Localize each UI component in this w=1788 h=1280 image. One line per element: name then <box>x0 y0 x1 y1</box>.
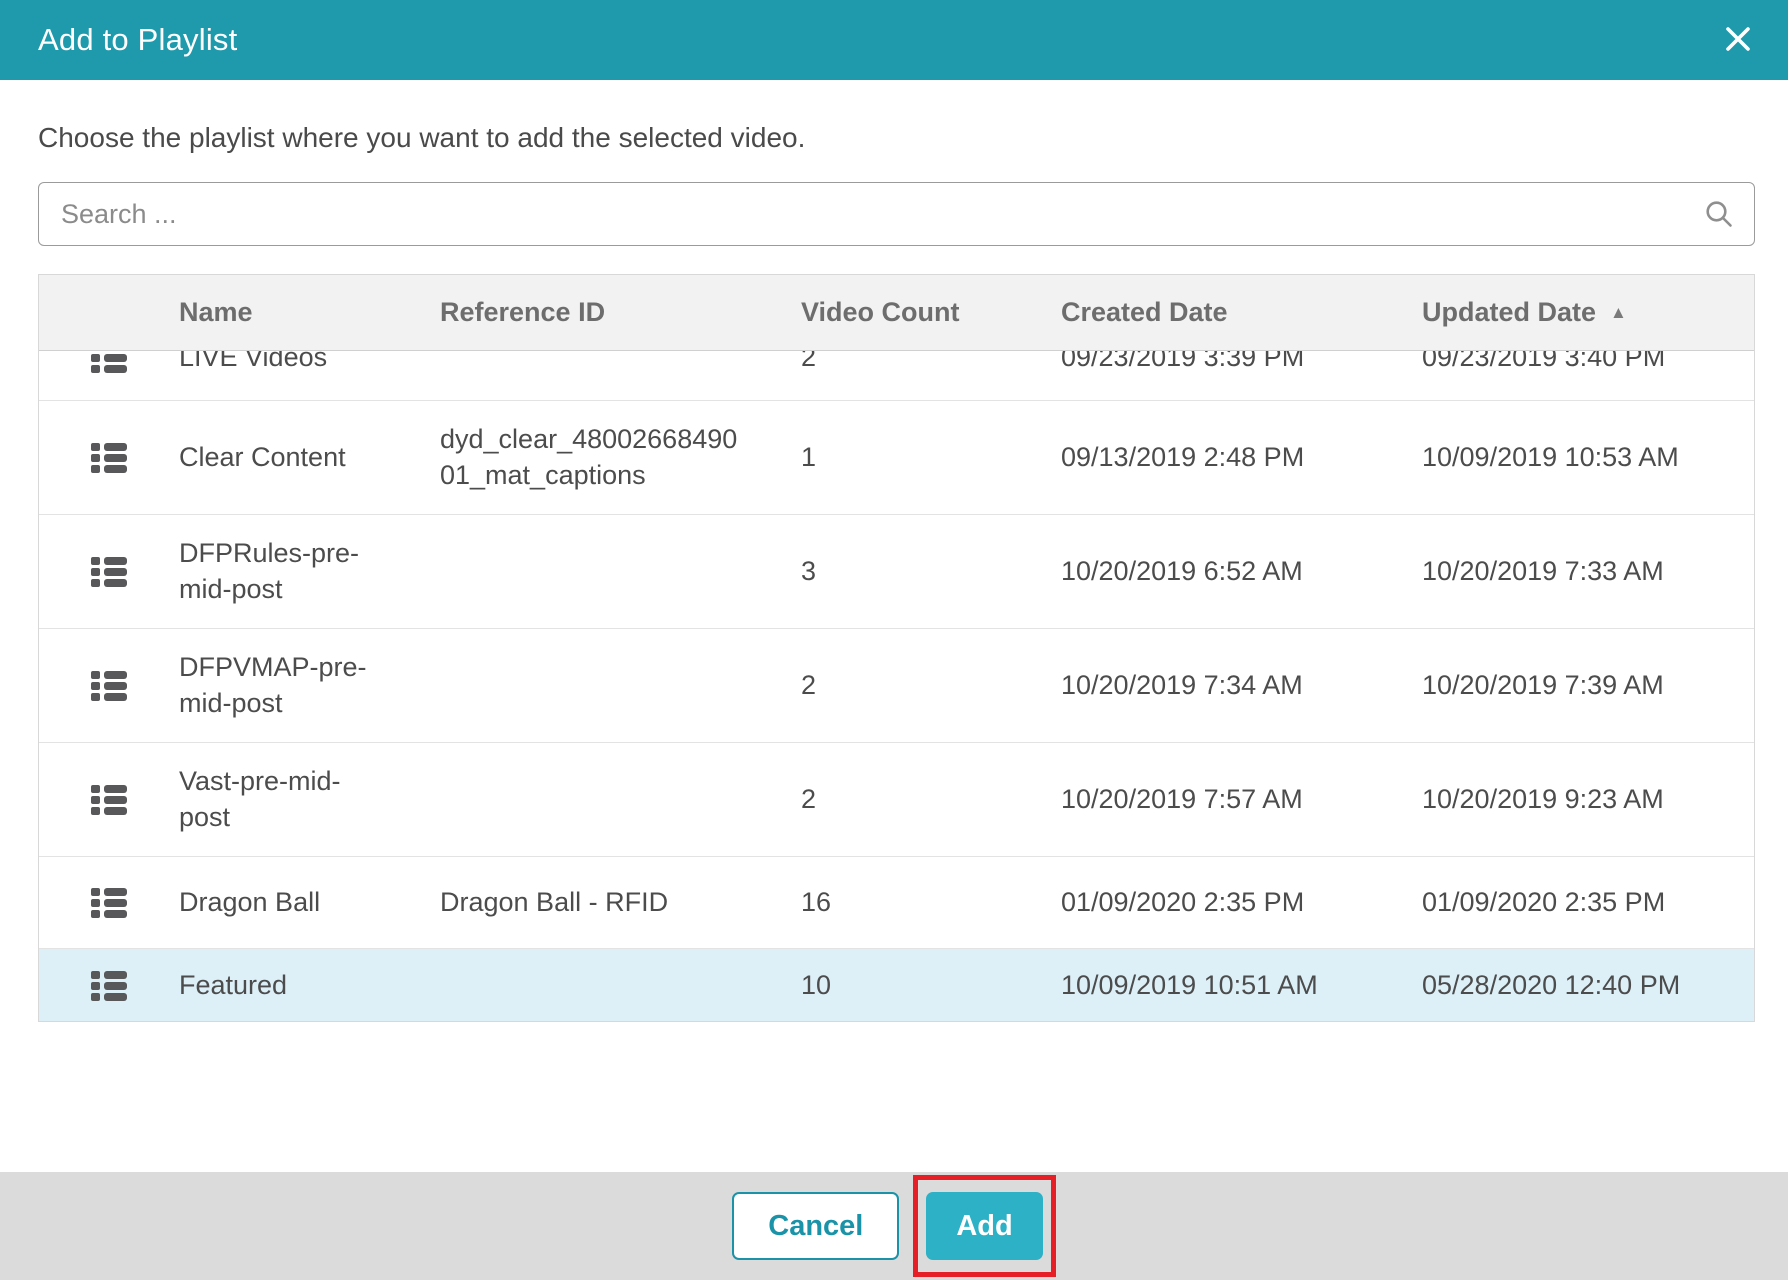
playlist-icon <box>91 970 127 1001</box>
playlist-video-count: 2 <box>801 669 817 700</box>
playlist-icon <box>91 670 127 701</box>
close-icon <box>1722 23 1754 58</box>
playlist-updated-date: 01/09/2020 2:35 PM <box>1422 886 1666 917</box>
playlist-name: DFPVMAP-pre-mid-post <box>179 651 367 718</box>
playlist-updated-date: 10/20/2019 9:23 AM <box>1422 783 1664 814</box>
playlist-name: LIVE Videos <box>179 351 328 372</box>
playlist-reference-id <box>440 554 801 590</box>
playlist-video-count: 1 <box>801 441 817 472</box>
close-button[interactable] <box>1718 19 1758 62</box>
row-icon-cell <box>39 670 179 701</box>
playlist-reference-id <box>440 668 801 704</box>
playlist-table: Name Reference ID Video Count Created Da… <box>38 274 1755 1022</box>
playlist-updated-date: 09/23/2019 3:40 PM <box>1422 351 1666 372</box>
table-row[interactable]: LIVE Videos 2 09/23/2019 3:39 PM 09/23/2… <box>39 351 1754 401</box>
playlist-video-count: 16 <box>801 886 832 917</box>
row-icon-cell <box>39 784 179 815</box>
row-icon-cell <box>39 351 179 373</box>
playlist-name: DFPRules-pre-mid-post <box>179 537 360 604</box>
playlist-created-date: 10/20/2019 7:34 AM <box>1061 669 1303 700</box>
cancel-button[interactable]: Cancel <box>732 1192 900 1260</box>
row-icon-cell <box>39 887 179 918</box>
playlist-updated-date: 05/28/2020 12:40 PM <box>1422 969 1681 1000</box>
playlist-created-date: 01/09/2020 2:35 PM <box>1061 886 1305 917</box>
row-icon-cell <box>39 556 179 587</box>
playlist-reference-id <box>440 782 801 818</box>
playlist-created-date: 10/20/2019 7:57 AM <box>1061 783 1303 814</box>
table-row[interactable]: Clear Content dyd_clear_4800266849001_ma… <box>39 401 1754 515</box>
playlist-created-date: 10/20/2019 6:52 AM <box>1061 555 1303 586</box>
playlist-name: Clear Content <box>179 441 346 472</box>
modal-titlebar: Add to Playlist <box>0 0 1788 80</box>
column-header-reference-id[interactable]: Reference ID <box>440 297 606 327</box>
playlist-name: Featured <box>179 969 288 1000</box>
playlist-icon <box>91 442 127 473</box>
playlist-reference-id <box>440 968 801 1004</box>
column-header-video-count[interactable]: Video Count <box>801 297 960 327</box>
table-header: Name Reference ID Video Count Created Da… <box>39 275 1754 351</box>
search-box <box>38 182 1755 246</box>
modal-footer: Cancel Add <box>0 1172 1788 1280</box>
add-button[interactable]: Add <box>926 1192 1043 1260</box>
playlist-icon <box>91 784 127 815</box>
column-header-updated-date[interactable]: Updated Date ▲ <box>1422 297 1627 327</box>
playlist-updated-date: 10/20/2019 7:33 AM <box>1422 555 1664 586</box>
playlist-updated-date: 10/09/2019 10:53 AM <box>1422 441 1679 472</box>
playlist-icon <box>91 887 127 918</box>
playlist-reference-id <box>440 351 801 375</box>
playlist-video-count: 3 <box>801 555 817 586</box>
playlist-video-count: 10 <box>801 969 832 1000</box>
annotation-highlight-box: Add <box>913 1175 1056 1277</box>
row-icon-cell <box>39 442 179 473</box>
table-row[interactable]: Vast-pre-mid-post 2 10/20/2019 7:57 AM 1… <box>39 743 1754 857</box>
playlist-reference-id: dyd_clear_4800266849001_mat_captions <box>440 423 738 490</box>
modal-description: Choose the playlist where you want to ad… <box>38 122 806 153</box>
playlist-video-count: 2 <box>801 783 817 814</box>
column-header-created-date[interactable]: Created Date <box>1061 297 1228 327</box>
playlist-name: Vast-pre-mid-post <box>179 765 341 832</box>
modal-title: Add to Playlist <box>38 22 238 57</box>
playlist-created-date: 09/23/2019 3:39 PM <box>1061 351 1305 372</box>
table-row[interactable]: DFPRules-pre-mid-post 3 10/20/2019 6:52 … <box>39 515 1754 629</box>
search-icon <box>1703 198 1735 235</box>
search-input[interactable] <box>38 182 1755 246</box>
sort-ascending-icon: ▲ <box>1610 302 1627 322</box>
row-icon-cell <box>39 970 179 1001</box>
playlist-icon <box>91 351 127 373</box>
playlist-updated-date: 10/20/2019 7:39 AM <box>1422 669 1664 700</box>
column-header-name[interactable]: Name <box>179 297 253 327</box>
playlist-created-date: 10/09/2019 10:51 AM <box>1061 969 1318 1000</box>
playlist-video-count: 2 <box>801 351 817 372</box>
playlist-name: Dragon Ball <box>179 886 321 917</box>
playlist-created-date: 09/13/2019 2:48 PM <box>1061 441 1305 472</box>
table-row[interactable]: DFPVMAP-pre-mid-post 2 10/20/2019 7:34 A… <box>39 629 1754 743</box>
playlist-icon <box>91 556 127 587</box>
playlist-reference-id: Dragon Ball - RFID <box>440 886 669 917</box>
table-row[interactable]: Dragon Ball Dragon Ball - RFID 16 01/09/… <box>39 857 1754 949</box>
table-body: LIVE Videos 2 09/23/2019 3:39 PM 09/23/2… <box>39 351 1754 1021</box>
table-row[interactable]: Featured 10 10/09/2019 10:51 AM 05/28/20… <box>39 949 1754 1021</box>
